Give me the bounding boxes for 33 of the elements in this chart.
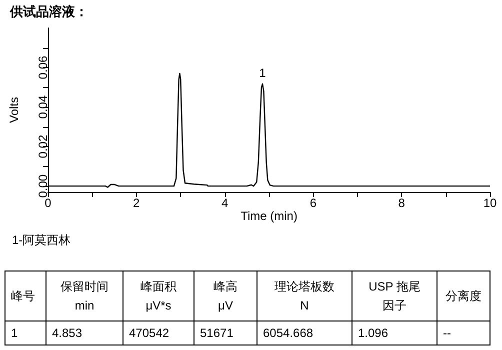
x-tick-label: 8: [398, 196, 406, 210]
y-tick-label: 0.02: [36, 134, 50, 158]
text: 保留时间: [60, 280, 108, 294]
text: 6054.668: [263, 326, 314, 340]
y-axis-title: Volts: [7, 96, 21, 124]
y-tick-label: 0.00: [36, 174, 50, 198]
x-tick-label: 10: [483, 196, 497, 210]
text: 因子: [382, 298, 406, 312]
text: --: [443, 326, 451, 340]
text: 470542: [129, 326, 170, 340]
text: 峰号: [11, 289, 35, 303]
x-tick-label: 6: [310, 196, 317, 210]
text: 1: [11, 326, 18, 340]
text: N: [300, 298, 309, 312]
text: 峰面积: [140, 280, 176, 294]
x-tick-label: 4: [221, 196, 228, 210]
text: μV: [218, 298, 233, 312]
text: 分离度: [446, 289, 482, 303]
text: μV*s: [146, 298, 172, 312]
y-tick-label: 0.06: [36, 56, 50, 80]
text: 1-阿莫西林: [12, 233, 71, 247]
chart-title: 供试品溶液：: [9, 4, 88, 19]
x-tick-label: 0: [44, 196, 52, 210]
text: 51671: [200, 326, 234, 340]
x-axis-title: Time (min): [240, 208, 298, 223]
text: 1.096: [358, 326, 388, 340]
x-tick-label: 2: [133, 196, 140, 210]
text: 峰高: [214, 280, 238, 294]
text: 4.853: [52, 326, 82, 340]
text: 理论塔板数: [274, 280, 334, 294]
text: min: [74, 298, 94, 312]
annotation: 1: [259, 66, 266, 80]
text: USP 拖尾: [368, 280, 420, 294]
